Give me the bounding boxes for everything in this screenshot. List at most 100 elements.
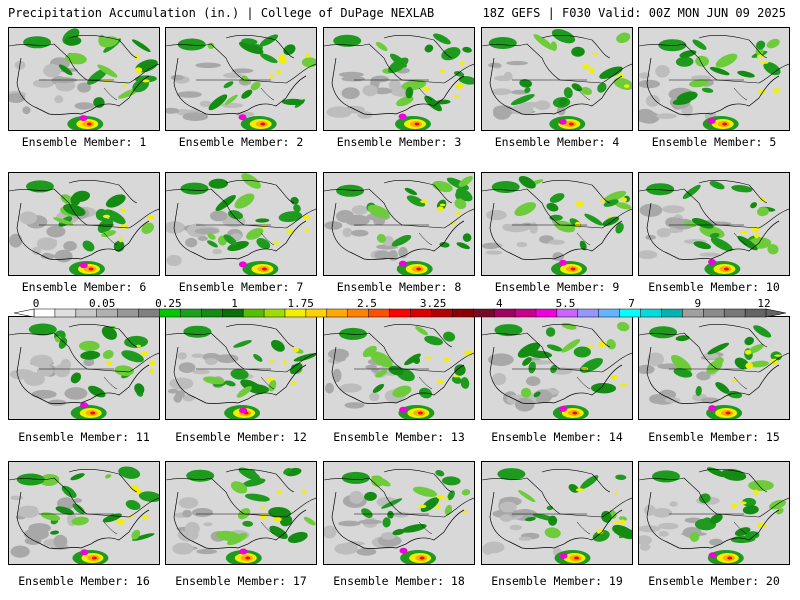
precip-map-image xyxy=(166,462,316,564)
legend-tick-label: 0.25 xyxy=(155,297,182,310)
legend-color-bin xyxy=(619,308,642,318)
color-legend-bar xyxy=(13,308,787,318)
ensemble-member-label: Ensemble Member: 12 xyxy=(175,430,307,444)
ensemble-member-map xyxy=(165,461,317,565)
legend-tick-label: 7 xyxy=(628,297,635,310)
legend-color-bin xyxy=(431,308,453,318)
legend-tick-label: 1 xyxy=(231,297,238,310)
legend-tick-label: 4 xyxy=(495,297,503,310)
ensemble-member-label: Ensemble Member: 17 xyxy=(175,574,307,588)
ensemble-member-label: Ensemble Member: 7 xyxy=(178,280,304,294)
precip-map-image xyxy=(9,173,159,275)
legend-color-bin xyxy=(347,308,370,318)
legend-min-arrow xyxy=(13,308,35,318)
precip-map-image xyxy=(9,28,159,130)
legend-color-bin xyxy=(75,308,98,318)
legend-color-bin xyxy=(577,308,600,318)
legend-max-arrow xyxy=(765,308,787,318)
ensemble-member-label: Ensemble Member: 20 xyxy=(648,574,780,588)
ensemble-member-map xyxy=(8,461,160,565)
precip-map-image xyxy=(324,317,474,419)
legend-tick-label: 2.5 xyxy=(356,297,377,310)
precip-map-image xyxy=(482,173,632,275)
legend-color-bin xyxy=(640,308,662,318)
legend-tick-label: 1.75 xyxy=(287,297,314,310)
precip-map-image xyxy=(324,173,474,275)
ensemble-member-label: Ensemble Member: 9 xyxy=(494,280,620,294)
precip-map-image xyxy=(166,173,316,275)
run-info: 18Z GEFS | F030 Valid: 00Z MON JUN 09 20… xyxy=(482,6,786,20)
legend-color-bin xyxy=(201,308,223,318)
legend-color-bin xyxy=(703,308,725,318)
ensemble-member-label: Ensemble Member: 3 xyxy=(336,135,462,149)
legend-tick-label: 3.25 xyxy=(419,297,447,310)
ensemble-member-label: Ensemble Member: 2 xyxy=(178,135,304,149)
ensemble-member-label: Ensemble Member: 10 xyxy=(648,280,780,294)
precip-map-image xyxy=(9,462,159,564)
legend-color-bin xyxy=(326,308,349,318)
legend-color-bin xyxy=(493,308,516,318)
ensemble-member-label: Ensemble Member: 5 xyxy=(651,135,777,149)
legend-tick-label: 12 xyxy=(757,297,771,310)
precip-map-image xyxy=(482,28,632,130)
ensemble-member-label: Ensemble Member: 4 xyxy=(494,135,620,149)
ensemble-member-map xyxy=(638,172,790,276)
ensemble-member-map xyxy=(481,461,633,565)
legend-color-bin xyxy=(117,308,140,318)
precip-map-image xyxy=(482,462,632,564)
precip-map-image xyxy=(166,317,316,419)
legend-color-bin xyxy=(263,308,286,318)
legend-color-bin xyxy=(54,308,77,318)
ensemble-member-label: Ensemble Member: 19 xyxy=(491,574,623,588)
legend-color-bin xyxy=(180,308,202,318)
chart-title: Precipitation Accumulation (in.) | Colle… xyxy=(8,6,435,20)
ensemble-member-map xyxy=(8,316,160,420)
ensemble-member-label: Ensemble Member: 11 xyxy=(18,430,150,444)
precip-map-image xyxy=(639,28,789,130)
legend-tick-label: 5.5 xyxy=(555,297,576,310)
ensemble-member-label: Ensemble Member: 6 xyxy=(21,280,147,294)
legend-color-bin xyxy=(472,308,495,318)
legend-color-bin xyxy=(305,308,328,318)
ensemble-member-label: Ensemble Member: 1 xyxy=(21,135,147,149)
legend-tick-label: 9 xyxy=(694,297,702,310)
legend-color-bin xyxy=(452,308,474,318)
legend-color-bin xyxy=(535,308,558,318)
legend-color-bin xyxy=(744,308,767,318)
legend-color-bin xyxy=(284,308,307,318)
legend-color-bin xyxy=(389,308,412,318)
ensemble-member-map xyxy=(323,27,475,131)
ensemble-member-map xyxy=(8,27,160,131)
ensemble-member-map xyxy=(165,27,317,131)
ensemble-member-map xyxy=(165,172,317,276)
ensemble-member-map xyxy=(481,27,633,131)
legend-color-bin xyxy=(723,308,746,318)
legend-tick-label: 0 xyxy=(32,297,40,310)
legend-color-bin xyxy=(368,308,391,318)
legend-color-bin xyxy=(514,308,537,318)
precip-map-image xyxy=(639,462,789,564)
legend-color-bin xyxy=(242,308,265,318)
legend-color-bin xyxy=(221,308,244,318)
legend-color-bin xyxy=(682,308,704,318)
ensemble-member-map xyxy=(481,172,633,276)
ensemble-member-map xyxy=(8,172,160,276)
ensemble-member-label: Ensemble Member: 18 xyxy=(333,574,465,588)
ensemble-member-label: Ensemble Member: 16 xyxy=(18,574,150,588)
ensemble-member-map xyxy=(638,316,790,420)
legend-color-bin xyxy=(410,308,432,318)
precip-map-image xyxy=(9,317,159,419)
legend-color-bin xyxy=(159,308,181,318)
precip-map-image xyxy=(482,317,632,419)
ensemble-member-label: Ensemble Member: 8 xyxy=(336,280,462,294)
ensemble-member-map xyxy=(638,461,790,565)
ensemble-member-label: Ensemble Member: 15 xyxy=(648,430,780,444)
ensemble-member-map xyxy=(481,316,633,420)
legend-color-bin xyxy=(138,308,161,318)
precip-map-image xyxy=(639,173,789,275)
ensemble-member-map xyxy=(638,27,790,131)
ensemble-member-label: Ensemble Member: 14 xyxy=(491,430,623,444)
legend-color-bin xyxy=(96,308,119,318)
ensemble-member-label: Ensemble Member: 13 xyxy=(333,430,465,444)
legend-ticks: 0 0.05 0.25 1 1.75 2.5 3.25 4 5.5 7 9 12 xyxy=(0,297,800,310)
